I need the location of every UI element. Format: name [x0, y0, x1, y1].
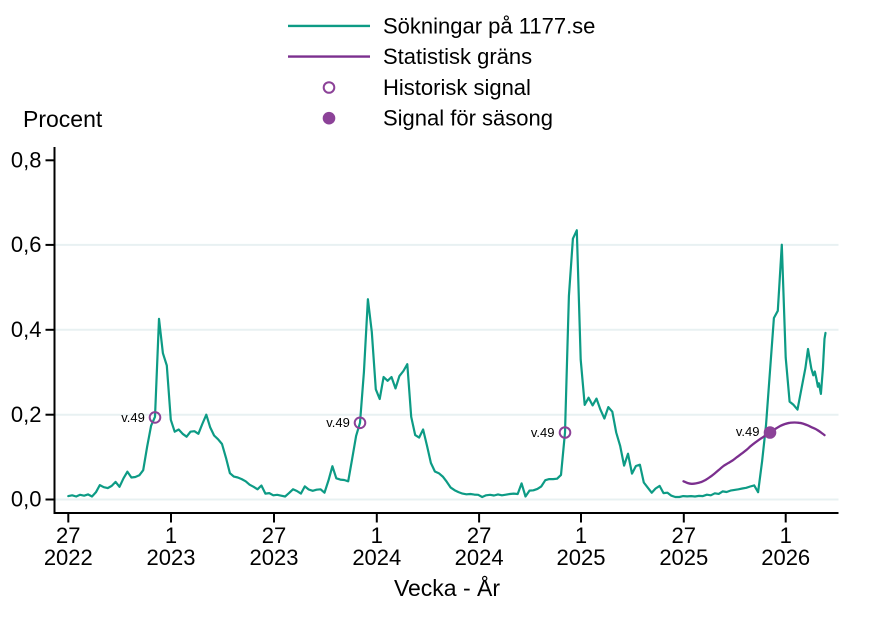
- svg-text:27: 27: [467, 523, 491, 548]
- svg-text:v.49: v.49: [326, 415, 350, 430]
- svg-text:0,8: 0,8: [11, 148, 42, 173]
- svg-text:0,6: 0,6: [11, 232, 42, 257]
- svg-text:Procent: Procent: [23, 106, 103, 132]
- svg-text:v.49: v.49: [121, 410, 145, 425]
- svg-text:v.49: v.49: [736, 424, 760, 439]
- svg-text:0,0: 0,0: [11, 487, 42, 512]
- svg-text:1: 1: [575, 523, 587, 548]
- svg-text:Statistisk gräns: Statistisk gräns: [383, 44, 532, 69]
- svg-text:v.49: v.49: [531, 425, 555, 440]
- svg-text:2025: 2025: [557, 545, 606, 570]
- svg-text:27: 27: [672, 523, 696, 548]
- svg-text:Vecka - År: Vecka - År: [394, 574, 500, 601]
- svg-text:1: 1: [165, 523, 177, 548]
- svg-text:2022: 2022: [44, 545, 93, 570]
- svg-text:2026: 2026: [761, 545, 810, 570]
- svg-text:1: 1: [780, 523, 792, 548]
- svg-text:2025: 2025: [659, 545, 708, 570]
- svg-text:Sökningar på 1177.se: Sökningar på 1177.se: [383, 13, 595, 38]
- svg-text:27: 27: [262, 523, 286, 548]
- svg-text:0,2: 0,2: [11, 402, 42, 427]
- svg-text:Historisk signal: Historisk signal: [383, 75, 531, 100]
- svg-text:2024: 2024: [455, 545, 504, 570]
- svg-text:Signal för säsong: Signal för säsong: [383, 106, 553, 131]
- svg-text:2024: 2024: [352, 545, 401, 570]
- svg-text:2023: 2023: [147, 545, 196, 570]
- svg-text:0,4: 0,4: [11, 317, 42, 342]
- svg-text:27: 27: [56, 523, 80, 548]
- svg-text:1: 1: [371, 523, 383, 548]
- svg-text:2023: 2023: [250, 545, 299, 570]
